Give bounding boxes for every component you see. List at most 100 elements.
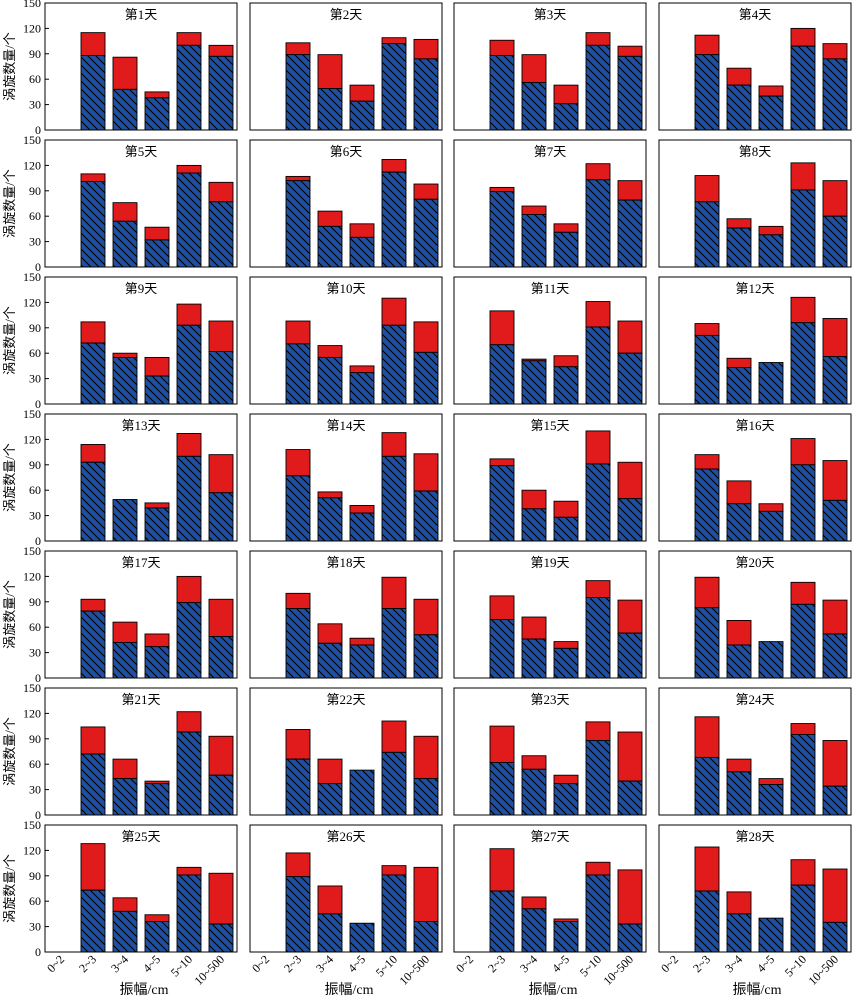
bar-lower-3~4 xyxy=(522,215,546,267)
panel-26: 第26天0~2 2~3 3~4 4~5 5~1010~500 xyxy=(249,825,442,988)
bar-upper-3~4 xyxy=(318,624,342,643)
y-tick-label: 30 xyxy=(29,372,41,386)
y-tick-label: 90 xyxy=(29,869,41,883)
bar-lower-2~3 xyxy=(81,754,105,815)
panel-23: 第23天 xyxy=(454,688,646,815)
bar-upper-3~4 xyxy=(113,898,137,912)
y-tick-label: 90 xyxy=(29,458,41,472)
bar-upper-5~10 xyxy=(791,582,815,604)
bar-lower-10~500 xyxy=(414,352,438,404)
bar-lower-2~3 xyxy=(81,462,105,541)
bar-upper-10~500 xyxy=(823,44,847,59)
bar-lower-10~500 xyxy=(618,633,642,678)
bar-upper-10~500 xyxy=(823,461,847,501)
bar-upper-10~500 xyxy=(209,736,233,775)
bar-upper-3~4 xyxy=(727,620,751,645)
bar-lower-10~500 xyxy=(414,59,438,130)
panel-frame xyxy=(454,277,646,404)
bar-lower-2~3 xyxy=(81,890,105,952)
bar-upper-4~5 xyxy=(759,504,783,512)
bar-upper-2~3 xyxy=(490,726,514,762)
bar-lower-3~4 xyxy=(318,784,342,815)
bar-lower-5~10 xyxy=(382,325,406,404)
bar-lower-5~10 xyxy=(791,190,815,267)
x-tick-label: 0~2 xyxy=(249,952,272,975)
x-tick-label: 10~500 xyxy=(600,952,636,988)
bar-upper-4~5 xyxy=(145,503,169,508)
bar-upper-10~500 xyxy=(209,45,233,56)
panel-frame xyxy=(454,825,646,952)
y-tick-label: 30 xyxy=(29,509,41,523)
bar-upper-10~500 xyxy=(618,462,642,498)
bar-upper-5~10 xyxy=(586,302,610,327)
bar-lower-3~4 xyxy=(113,911,137,952)
bar-chart-grid: 第1天0306090120150涡旋数量/个第2天 第3天 第4天第5天030609… xyxy=(0,0,855,1000)
bar-upper-3~4 xyxy=(318,886,342,914)
bar-lower-3~4 xyxy=(727,368,751,404)
y-tick-label: 120 xyxy=(23,843,41,857)
bar-lower-3~4 xyxy=(727,645,751,678)
bar-upper-5~10 xyxy=(791,163,815,190)
bar-lower-3~4 xyxy=(113,500,137,541)
panel-title: 第10天 xyxy=(326,281,365,296)
bar-lower-4~5 xyxy=(145,784,169,815)
bar-upper-10~500 xyxy=(414,454,438,491)
bar-lower-2~3 xyxy=(286,476,310,541)
x-tick-label: 10~500 xyxy=(805,952,841,988)
bar-upper-10~500 xyxy=(618,321,642,353)
panel-title: 第17天 xyxy=(121,555,160,570)
panel-frame xyxy=(45,3,237,130)
bar-lower-4~5 xyxy=(554,784,578,815)
bar-lower-3~4 xyxy=(318,498,342,541)
bar-lower-5~10 xyxy=(382,456,406,541)
bar-lower-10~500 xyxy=(618,56,642,130)
bar-upper-10~500 xyxy=(209,873,233,924)
y-axis-label: 涡旋数量/个 xyxy=(2,443,17,512)
bar-lower-4~5 xyxy=(759,918,783,952)
bar-upper-5~10 xyxy=(177,304,201,325)
bar-lower-2~3 xyxy=(490,763,514,815)
bar-lower-2~3 xyxy=(490,192,514,267)
bar-upper-4~5 xyxy=(554,501,578,517)
bar-lower-4~5 xyxy=(350,237,374,267)
bar-lower-4~5 xyxy=(554,232,578,267)
bar-upper-3~4 xyxy=(727,219,751,228)
bar-lower-4~5 xyxy=(759,235,783,267)
bar-upper-10~500 xyxy=(823,740,847,786)
bar-lower-2~3 xyxy=(490,620,514,678)
bar-upper-3~4 xyxy=(318,211,342,226)
panel-frame xyxy=(454,3,646,130)
bar-upper-10~500 xyxy=(618,600,642,633)
bar-upper-2~3 xyxy=(695,577,719,607)
panel-title: 第28天 xyxy=(735,829,774,844)
x-tick-label: 5~10 xyxy=(577,952,604,979)
bar-upper-10~500 xyxy=(414,39,438,58)
bar-upper-2~3 xyxy=(81,599,105,611)
bar-upper-2~3 xyxy=(695,455,719,469)
bar-lower-5~10 xyxy=(382,172,406,267)
bar-upper-4~5 xyxy=(554,224,578,232)
bar-upper-10~500 xyxy=(823,869,847,922)
bar-upper-10~500 xyxy=(618,181,642,200)
panel-28: 第28天0~2 2~3 3~4 4~5 5~1010~500 xyxy=(658,825,851,988)
bar-lower-10~500 xyxy=(823,216,847,267)
panel-16: 第16天 xyxy=(659,414,851,541)
panel-22: 第22天 xyxy=(250,688,442,815)
panel-title: 第25天 xyxy=(121,829,160,844)
bar-lower-10~500 xyxy=(209,775,233,815)
bar-lower-10~500 xyxy=(823,357,847,404)
bar-lower-10~500 xyxy=(823,59,847,130)
bar-lower-10~500 xyxy=(414,922,438,952)
y-tick-label: 30 xyxy=(29,920,41,934)
bar-upper-2~3 xyxy=(81,174,105,182)
panel-14: 第14天 xyxy=(250,414,442,541)
bar-upper-4~5 xyxy=(350,85,374,101)
bar-upper-4~5 xyxy=(350,366,374,373)
bar-upper-5~10 xyxy=(382,721,406,752)
bar-lower-4~5 xyxy=(759,363,783,404)
bar-upper-3~4 xyxy=(522,206,546,214)
bar-lower-2~3 xyxy=(695,335,719,404)
y-tick-label: 90 xyxy=(29,47,41,61)
bar-lower-5~10 xyxy=(177,45,201,130)
panel-frame xyxy=(659,277,851,404)
